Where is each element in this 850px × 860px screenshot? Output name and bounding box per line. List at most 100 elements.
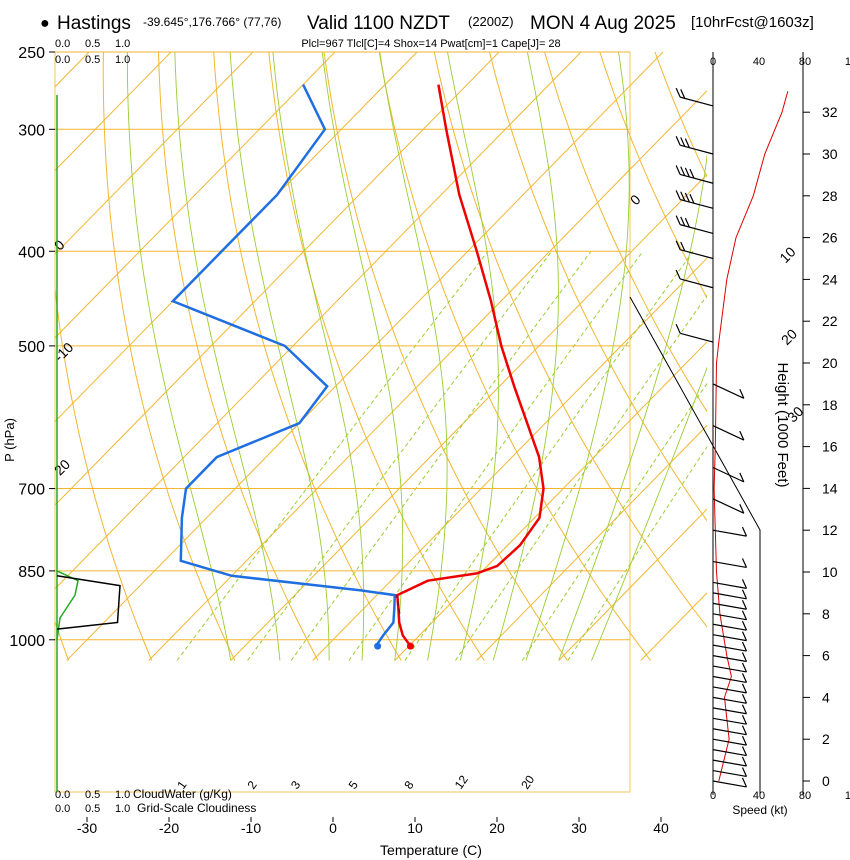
barb-flag	[741, 746, 748, 756]
height-label-32: 32	[822, 104, 838, 120]
barb-shaft	[680, 278, 714, 289]
utc-time: (2200Z)	[468, 14, 514, 29]
wind-barb	[712, 725, 748, 736]
mixing-ratio-label: 5	[346, 778, 361, 792]
wind-barb	[675, 269, 714, 289]
speed-tick-bottom-0: 0	[710, 790, 716, 802]
barb-shaft	[712, 425, 745, 441]
barb-flag	[741, 777, 748, 788]
height-label-12: 12	[822, 522, 838, 538]
mixing-ratio-line	[567, 445, 707, 661]
wind-barb	[712, 767, 748, 778]
barb-flag	[741, 641, 748, 652]
isotherm	[230, 173, 707, 661]
mixing-ratio-line	[176, 250, 489, 661]
mixing-ratio-label: 3	[288, 778, 303, 792]
wind-barb	[712, 777, 748, 788]
height-label-20: 20	[822, 355, 838, 371]
wind-barb	[712, 600, 748, 610]
barb-shaft	[712, 623, 747, 631]
wind-barb	[712, 526, 748, 537]
pressure-label-400: 400	[18, 244, 45, 261]
dry-adiabat	[157, 52, 319, 661]
barb-shaft	[680, 224, 714, 234]
barb-shaft	[712, 466, 745, 483]
x-axis-label: Temperature (C)	[380, 842, 482, 858]
isotherm	[55, 52, 254, 255]
station-coords: -39.645°,176.766° (77,76)	[143, 15, 281, 29]
barb-shaft	[712, 634, 747, 642]
header-bullet: ●	[40, 15, 50, 32]
dry-adiabat	[599, 52, 707, 299]
barb-flag	[739, 389, 745, 399]
cloudwater-tick-bottom: 0.5	[85, 789, 100, 801]
barb-flag	[680, 241, 686, 252]
barb-flag	[741, 725, 748, 735]
isotherm	[55, 52, 90, 88]
wind-barb	[712, 620, 748, 631]
cloudiness-tick-top: 1.0	[115, 54, 130, 66]
wind-barb	[675, 215, 714, 234]
barb-flag	[675, 190, 681, 200]
moist-adiabat	[126, 52, 232, 661]
wind-barb	[675, 135, 714, 155]
barb-shaft	[712, 560, 747, 569]
barb-shaft	[712, 675, 747, 683]
barb-shaft	[680, 96, 714, 107]
barb-flag	[739, 472, 745, 483]
barb-flag	[741, 714, 748, 725]
dry-adiabat	[102, 52, 236, 661]
barb-flag	[675, 165, 681, 175]
height-label-4: 4	[822, 689, 830, 705]
cloudwater-tick-top: 0.0	[55, 38, 70, 50]
barb-flag	[739, 503, 745, 514]
barb-shaft	[712, 383, 745, 399]
barb-flag	[684, 138, 690, 148]
barb-shaft	[712, 738, 747, 746]
isotherm	[66, 52, 664, 661]
wind-barb	[712, 735, 748, 746]
sounding-indices: Plcl=967 Tlcl[C]=4 Shox=14 Pwat[cm]=1 Ca…	[301, 38, 560, 50]
wind-barb	[712, 498, 745, 514]
mixing-ratio-label: 12	[452, 772, 471, 791]
barb-shaft	[712, 686, 747, 694]
cloudiness-tick-top: 0.5	[85, 54, 100, 66]
surface-temp-marker	[406, 642, 414, 650]
barb-shaft	[712, 498, 745, 514]
barb-flag	[739, 430, 745, 441]
barb-flag	[675, 87, 681, 98]
isotherm	[55, 52, 418, 423]
temp-tick-label-30: 30	[571, 820, 587, 836]
barb-flag	[675, 324, 681, 334]
barb-flag	[741, 610, 748, 620]
moist-adiabat	[525, 52, 630, 661]
barb-flag	[675, 215, 681, 225]
dry-adiabat	[654, 52, 707, 178]
height-label-14: 14	[822, 480, 838, 496]
wind-barb	[675, 324, 714, 343]
pressure-label-250: 250	[18, 45, 45, 62]
pressure-label-500: 500	[18, 339, 45, 356]
barb-shaft	[712, 665, 747, 673]
barb-shaft	[712, 602, 747, 610]
mixing-ratio-line	[348, 251, 644, 661]
wind-barb	[712, 652, 748, 663]
barb-flag	[741, 756, 748, 767]
speed-tick-top-40: 40	[753, 56, 765, 68]
wind-barb	[712, 641, 748, 652]
dewpoint-line	[170, 84, 397, 647]
wind-barb	[712, 589, 748, 600]
station-name: Hastings	[57, 13, 131, 34]
barb-flag	[741, 662, 748, 673]
speed-axis-label: Speed (kt)	[732, 803, 787, 817]
moist-adiabat	[174, 52, 281, 661]
barb-flag	[689, 193, 695, 204]
wind-barb	[712, 746, 748, 757]
mixing-ratio-line	[404, 251, 694, 661]
barb-flag	[680, 137, 686, 147]
barb-flag	[680, 216, 686, 227]
isotherm	[55, 52, 336, 339]
barb-flag	[684, 167, 690, 178]
barb-shaft	[712, 707, 747, 715]
barb-flag	[741, 600, 748, 610]
